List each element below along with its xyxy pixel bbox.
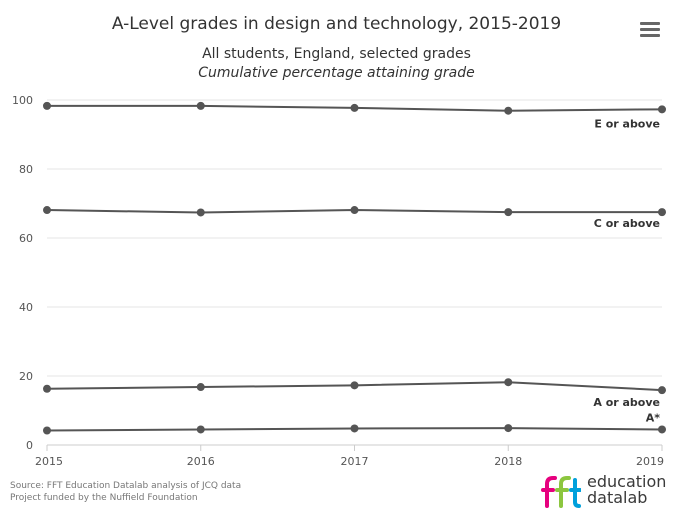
data-point-a-or-above-2017 bbox=[350, 381, 359, 390]
data-point-c-or-above-2015 bbox=[43, 206, 51, 215]
chart-subtitle: All students, England, selected grades C… bbox=[0, 45, 673, 83]
data-point-e-or-above-2015 bbox=[43, 101, 51, 110]
data-point-a-2017 bbox=[350, 424, 359, 433]
data-point-a-2015 bbox=[43, 426, 51, 435]
data-point-a-or-above-2016 bbox=[196, 383, 205, 392]
data-point-c-or-above-2018 bbox=[504, 208, 513, 217]
credits-source: Source: FFT Education Datalab analysis o… bbox=[10, 481, 242, 491]
y-tick-label-60: 60 bbox=[19, 232, 33, 245]
data-point-c-or-above-2016 bbox=[196, 208, 205, 217]
x-tick-label-2015: 2015 bbox=[35, 455, 63, 468]
data-point-c-or-above-2019 bbox=[658, 208, 666, 217]
data-point-a-2019 bbox=[658, 425, 666, 434]
x-tick-label-2018: 2018 bbox=[494, 455, 522, 468]
logo-word-datalab: datalab bbox=[587, 488, 648, 507]
series-label-e-or-above: E or above bbox=[594, 117, 660, 130]
data-point-a-or-above-2015 bbox=[43, 384, 51, 393]
data-point-a-or-above-2018 bbox=[504, 378, 513, 387]
fft-logo-icon bbox=[541, 476, 581, 508]
data-point-e-or-above-2017 bbox=[350, 103, 359, 112]
line-chart: 0 20 40 60 80 100 2015 2016 2017 2018 2019 E or abo… bbox=[12, 94, 666, 468]
y-tick-label-80: 80 bbox=[19, 163, 33, 176]
data-point-a-2018 bbox=[504, 424, 513, 433]
series-label-a: A* bbox=[646, 411, 661, 424]
series-label-a-or-above: A or above bbox=[593, 396, 660, 409]
datalab-logo: education datalab bbox=[541, 472, 669, 508]
logo-word-education: education bbox=[587, 472, 667, 491]
y-tick-label-40: 40 bbox=[19, 301, 33, 314]
hamburger-menu-icon[interactable] bbox=[640, 22, 660, 40]
series-label-c-or-above: C or above bbox=[594, 217, 660, 230]
data-point-c-or-above-2017 bbox=[350, 206, 359, 215]
logo-wordmark: education datalab bbox=[587, 474, 666, 506]
data-point-a-or-above-2019 bbox=[658, 386, 666, 395]
chart-title: A-Level grades in design and technology,… bbox=[111, 14, 562, 34]
credits: Source: FFT Education Datalab analysis o… bbox=[10, 480, 241, 504]
y-tick-label-0: 0 bbox=[26, 439, 33, 452]
subtitle-line-1: All students, England, selected grades bbox=[202, 46, 471, 62]
y-tick-label-100: 100 bbox=[12, 94, 33, 107]
x-tick-label-2017: 2017 bbox=[341, 455, 369, 468]
credits-funding: Project funded by the Nuffield Foundatio… bbox=[10, 493, 198, 503]
data-point-e-or-above-2016 bbox=[196, 101, 205, 110]
data-point-e-or-above-2019 bbox=[658, 105, 666, 114]
x-tick-label-2019: 2019 bbox=[636, 455, 664, 468]
data-point-e-or-above-2018 bbox=[504, 106, 513, 115]
y-tick-label-20: 20 bbox=[19, 370, 33, 383]
subtitle-line-2: Cumulative percentage attaining grade bbox=[198, 65, 475, 81]
x-tick-label-2016: 2016 bbox=[187, 455, 215, 468]
data-point-a-2016 bbox=[196, 425, 205, 434]
